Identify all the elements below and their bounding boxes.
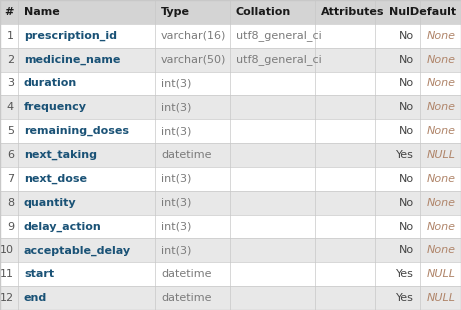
Text: 2: 2 (7, 55, 14, 64)
Text: None: None (427, 126, 456, 136)
Text: utf8_general_ci: utf8_general_ci (236, 30, 322, 41)
Bar (0, 262, 461, 286)
Text: NULL: NULL (427, 293, 456, 303)
Text: next_taking: next_taking (24, 150, 97, 160)
Text: 5: 5 (7, 126, 14, 136)
Bar (0, 191, 461, 215)
Text: None: None (427, 174, 456, 184)
Text: 12: 12 (0, 293, 14, 303)
Bar (0, 167, 461, 191)
Text: remaining_doses: remaining_doses (24, 126, 129, 136)
Text: No: No (399, 174, 414, 184)
Text: next_dose: next_dose (24, 174, 87, 184)
Text: 1: 1 (7, 31, 14, 41)
Text: Attributes: Attributes (321, 7, 384, 17)
Text: None: None (427, 246, 456, 255)
Text: 6: 6 (7, 150, 14, 160)
Text: None: None (427, 55, 456, 64)
Text: varchar(16): varchar(16) (161, 31, 226, 41)
Text: 8: 8 (7, 198, 14, 208)
Text: No: No (399, 78, 414, 88)
Bar (0, 95, 461, 119)
Bar (0, 24, 461, 48)
Text: 9: 9 (7, 222, 14, 232)
Text: No: No (399, 126, 414, 136)
Text: 4: 4 (7, 102, 14, 112)
Text: 7: 7 (7, 174, 14, 184)
Text: frequency: frequency (24, 102, 87, 112)
Text: int(3): int(3) (161, 198, 191, 208)
Bar (0, 215, 461, 238)
Text: medicine_name: medicine_name (24, 55, 120, 65)
Text: No: No (399, 102, 414, 112)
Text: No: No (399, 246, 414, 255)
Text: datetime: datetime (161, 293, 212, 303)
Text: Name: Name (24, 7, 60, 17)
Text: int(3): int(3) (161, 78, 191, 88)
Text: None: None (427, 78, 456, 88)
Bar (0, 286, 461, 310)
Text: int(3): int(3) (161, 126, 191, 136)
Text: int(3): int(3) (161, 102, 191, 112)
Text: utf8_general_ci: utf8_general_ci (236, 54, 322, 65)
Text: No: No (399, 198, 414, 208)
Text: datetime: datetime (161, 269, 212, 279)
Bar (0, 238, 461, 262)
Text: Yes: Yes (396, 269, 414, 279)
Text: delay_action: delay_action (24, 221, 102, 232)
Text: 10: 10 (0, 246, 14, 255)
Text: Type: Type (161, 7, 190, 17)
Text: Null: Null (390, 7, 414, 17)
Text: end: end (24, 293, 47, 303)
Text: 3: 3 (7, 78, 14, 88)
Bar (0, 48, 461, 72)
Text: No: No (399, 222, 414, 232)
Text: None: None (427, 102, 456, 112)
Text: None: None (427, 31, 456, 41)
Text: quantity: quantity (24, 198, 77, 208)
Text: No: No (399, 55, 414, 64)
Text: 11: 11 (0, 269, 14, 279)
Text: int(3): int(3) (161, 174, 191, 184)
Text: Collation: Collation (236, 7, 291, 17)
Text: Default: Default (410, 7, 456, 17)
Text: acceptable_delay: acceptable_delay (24, 245, 131, 255)
Text: NULL: NULL (427, 269, 456, 279)
Text: No: No (399, 31, 414, 41)
Text: NULL: NULL (427, 150, 456, 160)
Text: Yes: Yes (396, 293, 414, 303)
Bar (0, 0, 461, 24)
Text: int(3): int(3) (161, 222, 191, 232)
Text: None: None (427, 198, 456, 208)
Bar (0, 143, 461, 167)
Text: datetime: datetime (161, 150, 212, 160)
Bar (0, 119, 461, 143)
Text: prescription_id: prescription_id (24, 31, 117, 41)
Text: duration: duration (24, 78, 77, 88)
Text: varchar(50): varchar(50) (161, 55, 226, 64)
Text: int(3): int(3) (161, 246, 191, 255)
Text: Yes: Yes (396, 150, 414, 160)
Bar (0, 72, 461, 95)
Text: start: start (24, 269, 54, 279)
Text: #: # (5, 7, 14, 17)
Text: None: None (427, 222, 456, 232)
